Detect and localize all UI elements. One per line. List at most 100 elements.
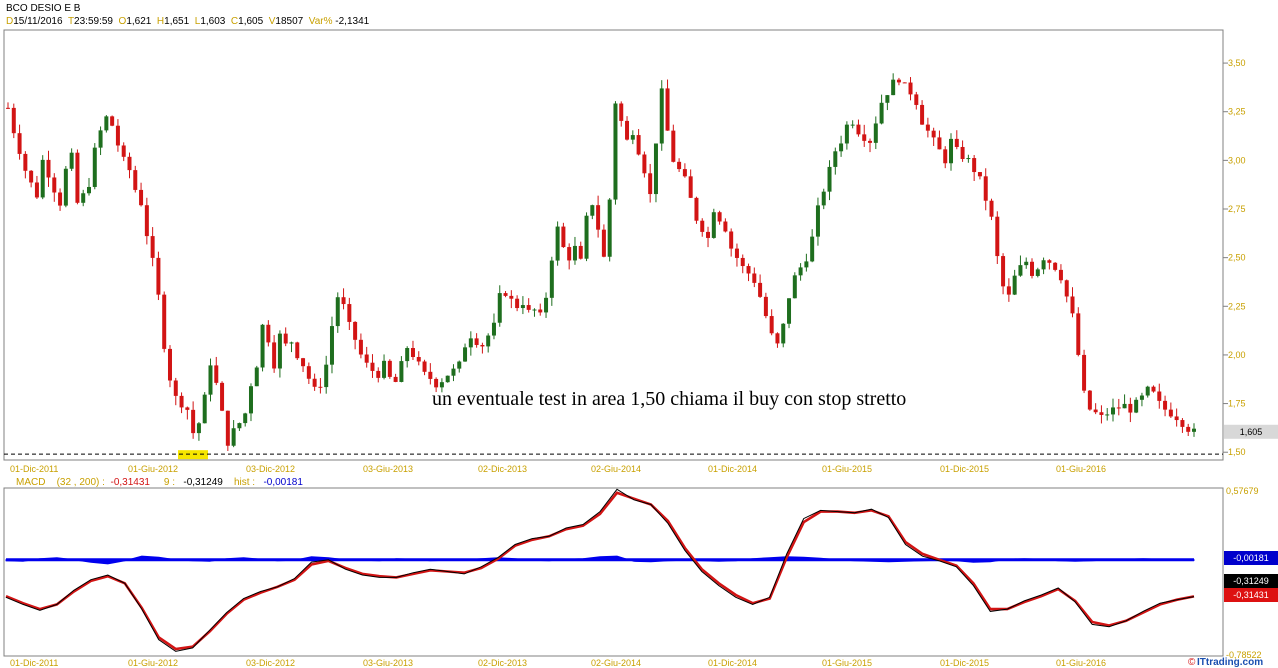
price-candle: [92, 147, 97, 187]
price-candle: [763, 296, 768, 317]
price-x-tick-label: 01-Dic-2015: [940, 464, 989, 474]
symbol-label: BCO DESIO E B: [6, 3, 81, 14]
macd-value: -0,31431: [110, 477, 150, 488]
price-candle: [532, 309, 537, 311]
price-candle: [642, 154, 647, 174]
volume-value: 18507: [275, 16, 304, 27]
price-candle: [671, 130, 676, 162]
macd-x-tick-label: 01-Dic-2015: [940, 658, 989, 668]
price-candle: [23, 153, 28, 171]
price-candle: [1139, 395, 1144, 400]
price-candle: [11, 107, 16, 134]
symbol-title: BCO DESIO E B: [6, 3, 80, 15]
price-candle: [248, 386, 253, 414]
price-candle: [1145, 386, 1150, 396]
price-candle: [1082, 354, 1087, 391]
price-candle: [1041, 260, 1046, 270]
price-candle: [902, 82, 907, 84]
price-candle: [1174, 416, 1179, 421]
price-candle: [196, 423, 201, 434]
macd-x-tick-label: 01-Giu-2012: [128, 658, 178, 668]
price-candle: [920, 104, 925, 125]
date-value: 15/11/2016: [13, 16, 63, 27]
price-x-tick-label: 01-Giu-2012: [128, 464, 178, 474]
price-candle: [1122, 403, 1127, 409]
footer-credit: © ITtrading.com: [1188, 657, 1263, 668]
price-candle: [202, 394, 207, 424]
price-candle: [480, 344, 485, 347]
price-candle: [908, 82, 913, 95]
price-candle: [989, 200, 994, 217]
price-candle: [341, 297, 346, 305]
price-candle: [144, 205, 149, 237]
price-x-tick-label: 01-Giu-2015: [822, 464, 872, 474]
price-candle: [844, 124, 849, 144]
date-label: D: [6, 16, 14, 27]
time-value: 23:59:59: [74, 16, 113, 27]
price-candle: [734, 248, 739, 258]
price-candle: [891, 79, 896, 96]
price-candle: [613, 103, 618, 200]
macd-top-tick: 0,57679: [1226, 486, 1259, 496]
price-candle: [960, 146, 965, 159]
price-tick-label: 3,25: [1228, 107, 1246, 117]
price-candle: [1105, 414, 1110, 416]
price-candle: [879, 102, 884, 124]
price-candle: [405, 348, 410, 362]
price-candle: [856, 124, 861, 135]
price-candle: [503, 293, 508, 296]
var-value: -2,1341: [335, 16, 370, 27]
price-tick-label: 2,75: [1228, 204, 1246, 214]
macd-x-tick-label: 03-Dic-2012: [246, 658, 295, 668]
price-tick-label: 1,75: [1228, 399, 1246, 409]
price-candle: [370, 362, 375, 371]
macd-x-axis: 01-Dic-2011 01-Giu-2012 03-Dic-2012 03-Giu-…: [10, 658, 1106, 668]
price-candle: [1157, 391, 1162, 401]
last-price-label: 1,605: [1240, 427, 1263, 437]
price-candle: [283, 333, 288, 344]
price-candle: [711, 212, 716, 238]
price-candle: [1053, 262, 1058, 270]
price-candle: [104, 116, 109, 131]
price-candle: [457, 361, 462, 369]
price-candle: [688, 176, 693, 198]
macd-info-bar: MACD (32 , 200) : -0,31431 9 : -0,31249 …: [16, 477, 303, 489]
price-candle: [231, 428, 236, 446]
price-candle: [156, 257, 161, 295]
price-candle: [630, 135, 635, 140]
hist-tag-label: -0,00181: [1233, 553, 1269, 563]
price-candle: [775, 333, 780, 344]
price-candle: [301, 358, 306, 367]
price-candle: [208, 365, 213, 395]
price-candle: [885, 95, 890, 103]
macd-x-tick-label: 01-Giu-2015: [822, 658, 872, 668]
macd-tag-label: -0,31431: [1233, 590, 1269, 600]
price-candle: [1012, 275, 1017, 295]
price-candle: [839, 143, 844, 152]
price-candle: [1070, 296, 1075, 314]
price-candle: [758, 282, 763, 297]
price-candle: [69, 152, 74, 169]
price-candle: [289, 342, 294, 344]
price-candle: [619, 103, 624, 121]
price-tick-label: 3,50: [1228, 58, 1246, 68]
macd-x-tick-label: 01-Dic-2014: [708, 658, 757, 668]
price-overlays: 1,605: [4, 424, 1278, 460]
price-candle: [572, 245, 577, 261]
price-candle: [682, 169, 687, 177]
macd-axis: 0,57679 -0,78522 -0,00181 -0,31249 -0,31431: [1224, 486, 1278, 660]
price-axis-ticks: 3,50 3,25 3,00 2,75 2,50 2,25 2,00 1,75 1,50: [1223, 58, 1246, 457]
price-candle: [52, 177, 57, 193]
price-candle: [358, 339, 363, 355]
price-candle: [648, 173, 653, 195]
price-candle: [139, 189, 144, 206]
price-candle: [98, 130, 103, 148]
hist-value: -0,00181: [263, 477, 303, 488]
price-candle: [717, 212, 722, 222]
price-candle: [63, 168, 68, 206]
price-x-tick-label: 01-Giu-2016: [1056, 464, 1106, 474]
price-candle: [474, 338, 479, 345]
price-candle: [578, 245, 583, 259]
price-candle: [677, 161, 682, 170]
price-candle: [694, 197, 699, 221]
